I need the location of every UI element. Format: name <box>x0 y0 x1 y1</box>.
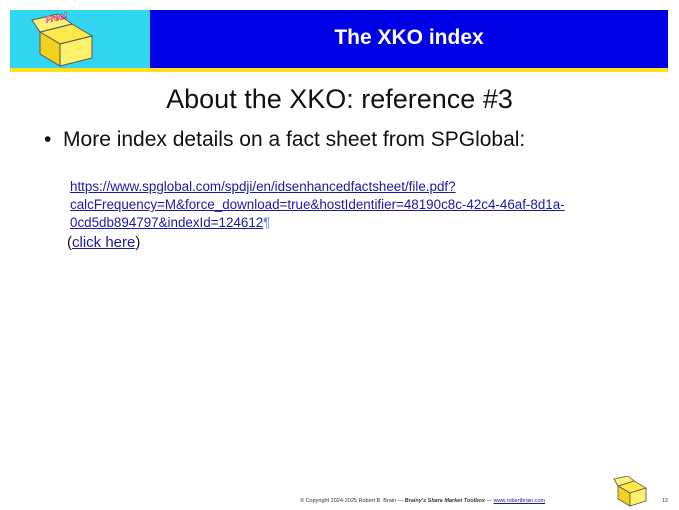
slide: Free! The XKO index About the XKO: refer… <box>0 0 679 510</box>
footer: © Copyright 2024-2025 Robert B. Brain — … <box>300 498 545 504</box>
header-title: The XKO index <box>150 26 668 50</box>
slide-title: About the XKO: reference #3 <box>0 84 679 115</box>
link-line[interactable]: calcFrequency=M&force_download=true&host… <box>70 197 565 212</box>
link-line[interactable]: https://www.spglobal.com/spdji/en/idsenh… <box>70 179 456 194</box>
page-number: 12 <box>662 498 668 504</box>
bullet-item: • More index details on a fact sheet fro… <box>44 128 525 152</box>
pilcrow: ¶ <box>263 215 270 230</box>
link-line[interactable]: 0cd5db894797&indexId=124612 <box>70 215 263 230</box>
site-link[interactable]: www.robertbrain.com <box>493 498 545 504</box>
bullet-text: More index details on a fact sheet from … <box>63 128 525 151</box>
copyright: © Copyright 2024-2025 Robert B. Brain — <box>300 498 405 504</box>
click-link[interactable]: click here <box>72 234 135 251</box>
paren: ) <box>135 234 140 251</box>
header-rule <box>10 68 668 72</box>
logo-icon: Free! <box>10 10 150 68</box>
brand: Brainy's Share Market Toolbox <box>405 498 485 504</box>
logo-panel: Free! <box>10 10 150 68</box>
link-block: https://www.spglobal.com/spdji/en/idsenh… <box>70 178 565 232</box>
bullet-dot: • <box>44 128 63 151</box>
click-line: (click here) <box>67 234 140 251</box>
footer-icon <box>612 476 652 508</box>
